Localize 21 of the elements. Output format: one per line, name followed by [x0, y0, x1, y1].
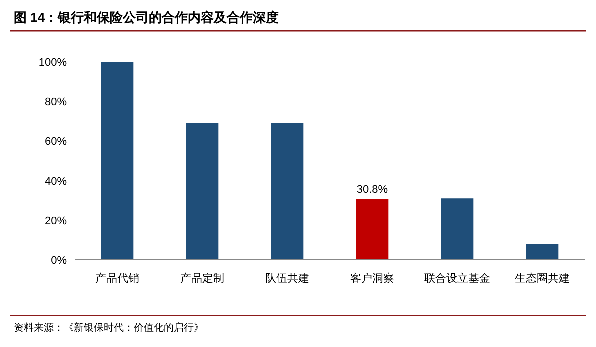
y-tick-label: 60%	[44, 136, 68, 148]
bar	[356, 199, 389, 260]
y-tick-label: 0%	[51, 255, 68, 267]
y-tick-label: 100%	[38, 57, 68, 69]
chart-title: 图 14：银行和保险公司的合作内容及合作深度	[14, 10, 280, 25]
bar	[271, 123, 304, 260]
x-tick-label: 产品定制	[180, 272, 224, 285]
y-tick-label: 40%	[44, 176, 68, 188]
x-tick-label: 生态圈共建	[515, 272, 570, 285]
y-tick-label: 80%	[44, 96, 68, 109]
bar	[186, 123, 219, 260]
x-tick-label: 队伍共建	[266, 272, 310, 285]
x-tick-label: 客户洞察	[350, 272, 394, 285]
bar	[526, 244, 559, 260]
text: 资料来源：《新银保时代：价值化的启行》	[14, 322, 204, 334]
x-tick-label: 产品代销	[96, 272, 140, 285]
y-tick-label: 20%	[44, 215, 68, 228]
bar	[101, 62, 134, 260]
data-label: 30.8%	[356, 184, 388, 196]
x-tick-label: 联合设立基金	[424, 272, 490, 285]
bar	[441, 198, 474, 260]
